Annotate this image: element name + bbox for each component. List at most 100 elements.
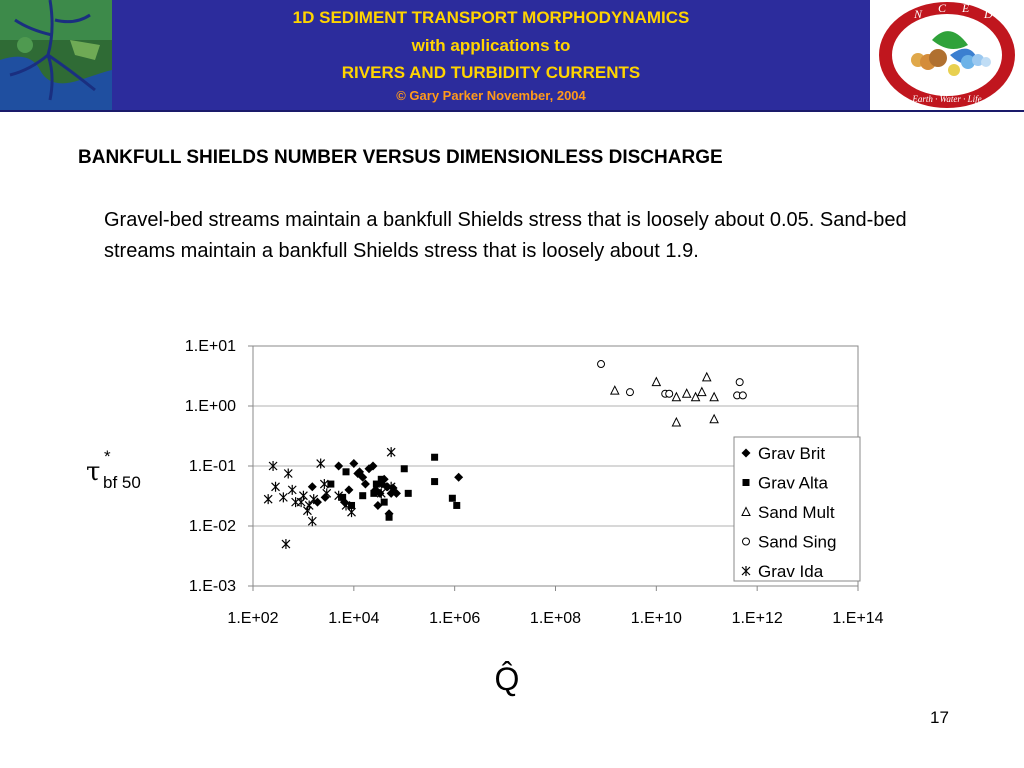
point-grav-ida <box>386 481 396 492</box>
copyright-line: © Gary Parker November, 2004 <box>396 88 586 103</box>
point-grav-brit <box>334 461 344 471</box>
y-axis-superscript: * <box>104 447 111 466</box>
slide-body-text: Gravel-bed streams maintain a bankfull S… <box>104 209 907 262</box>
y-axis-subscript: bf 50 <box>103 473 141 492</box>
logo-letter: N <box>913 7 923 21</box>
point-grav-alta <box>348 501 356 509</box>
legend-label: Grav Brit <box>758 444 825 463</box>
point-sand-mult <box>709 413 719 424</box>
point-grav-brit <box>344 485 354 495</box>
point-grav-alta <box>342 468 350 476</box>
x-tick-label: 1.E+12 <box>732 610 783 627</box>
point-grav-brit <box>320 492 330 502</box>
point-grav-alta <box>385 513 393 521</box>
y-tick-label: 1.E+01 <box>185 338 236 355</box>
x-tick-label: 1.E+06 <box>429 610 480 627</box>
x-tick-label: 1.E+10 <box>631 610 682 627</box>
x-tick-label: 1.E+14 <box>832 610 883 627</box>
legend-marker <box>741 566 751 576</box>
point-grav-alta <box>377 475 385 483</box>
point-sand-sing <box>665 389 674 398</box>
point-sand-mult <box>709 391 719 402</box>
point-grav-ida <box>307 516 317 527</box>
point-grav-brit <box>368 461 378 471</box>
y-axis-label: τ * bf 50 <box>86 447 141 492</box>
river-delta-graphic <box>0 0 112 110</box>
point-grav-alta <box>370 489 378 497</box>
logo-letter: E <box>961 1 970 15</box>
point-grav-alta <box>400 465 408 473</box>
legend-box <box>733 436 861 582</box>
point-grav-alta <box>448 494 456 502</box>
logo-letter: C <box>938 1 947 15</box>
point-grav-ida <box>263 494 273 505</box>
header-divider <box>0 110 1024 112</box>
point-grav-ida <box>309 494 319 505</box>
point-grav-ida <box>347 507 356 518</box>
point-sand-mult <box>609 385 620 395</box>
course-subtitle-2: RIVERS AND TURBIDITY CURRENTS <box>341 63 641 82</box>
point-grav-brit <box>358 472 368 482</box>
point-grav-ida <box>316 458 326 469</box>
point-grav-alta <box>431 478 439 486</box>
point-grav-alta <box>453 501 461 509</box>
nced-logo: N C E D Earth · Water · Life <box>870 0 1024 110</box>
legend-marker <box>741 448 751 458</box>
data-markers <box>263 360 747 550</box>
point-sand-mult <box>671 391 682 402</box>
point-sand-mult <box>690 391 701 402</box>
point-grav-alta <box>339 493 347 501</box>
point-grav-brit <box>454 472 464 482</box>
point-grav-brit <box>373 500 383 510</box>
y-axis-symbol: τ <box>86 457 100 487</box>
point-grav-ida <box>271 481 280 492</box>
legend-marker <box>742 537 750 546</box>
y-tick-label: 1.E+00 <box>185 398 236 415</box>
legend-label: Sand Mult <box>758 503 835 522</box>
y-tick-label: 1.E-02 <box>189 518 236 535</box>
river-delta-image <box>0 0 112 110</box>
x-tick-label: 1.E+04 <box>328 610 379 627</box>
point-grav-ida <box>298 490 308 501</box>
point-grav-ida <box>376 488 386 499</box>
axis-tick-labels: 1.E-03 1.E-02 1.E-01 1.E+00 1.E+01 1.E+02 1.E+… <box>185 338 884 627</box>
title-banner: 1D SEDIMENT TRANSPORT MORPHODYNAMICS wit… <box>112 0 870 110</box>
point-grav-ida <box>386 447 396 458</box>
x-tick-label: 1.E+08 <box>530 610 581 627</box>
point-grav-brit <box>307 482 317 492</box>
point-sand-mult <box>681 388 692 398</box>
point-grav-alta <box>372 480 380 488</box>
point-sand-mult <box>671 416 682 427</box>
point-grav-ida <box>341 500 351 511</box>
y-tick-label: 1.E-01 <box>189 458 236 475</box>
legend-label: Grav Ida <box>758 562 824 581</box>
legend-marker <box>741 506 751 516</box>
point-grav-ida <box>278 492 288 503</box>
x-tick-label: 1.E+02 <box>227 610 278 627</box>
point-grav-ida <box>304 500 314 511</box>
x-axis-label: Q̂ <box>495 661 520 697</box>
slide-title: BANKFULL SHIELDS NUMBER VERSUS DIMENSION… <box>78 147 723 168</box>
logo-letter: D <box>983 7 993 21</box>
point-grav-alta <box>327 480 335 488</box>
slide-header: 1D SEDIMENT TRANSPORT MORPHODYNAMICS wit… <box>0 0 1024 112</box>
point-grav-ida <box>283 468 293 479</box>
course-title: 1D SEDIMENT TRANSPORT MORPHODYNAMICS <box>292 8 690 27</box>
point-sand-mult <box>697 386 707 397</box>
point-grav-alta <box>431 453 439 461</box>
course-subtitle: with applications to <box>411 36 571 55</box>
point-grav-brit <box>360 479 370 489</box>
point-sand-mult <box>701 371 712 382</box>
point-grav-ida <box>319 479 329 490</box>
point-grav-ida <box>334 490 344 501</box>
point-sand-sing <box>735 378 744 387</box>
point-grav-ida <box>322 488 332 499</box>
point-grav-brit <box>349 459 359 469</box>
legend-marker <box>742 479 750 486</box>
logo-motto: Earth · Water · Life <box>911 94 981 104</box>
point-sand-sing <box>738 391 747 400</box>
point-grav-alta <box>380 498 388 506</box>
chart-legend: Grav Brit Grav Alta Sand Mult Sand Sing Grav… <box>733 436 861 582</box>
point-grav-alta <box>404 489 412 497</box>
